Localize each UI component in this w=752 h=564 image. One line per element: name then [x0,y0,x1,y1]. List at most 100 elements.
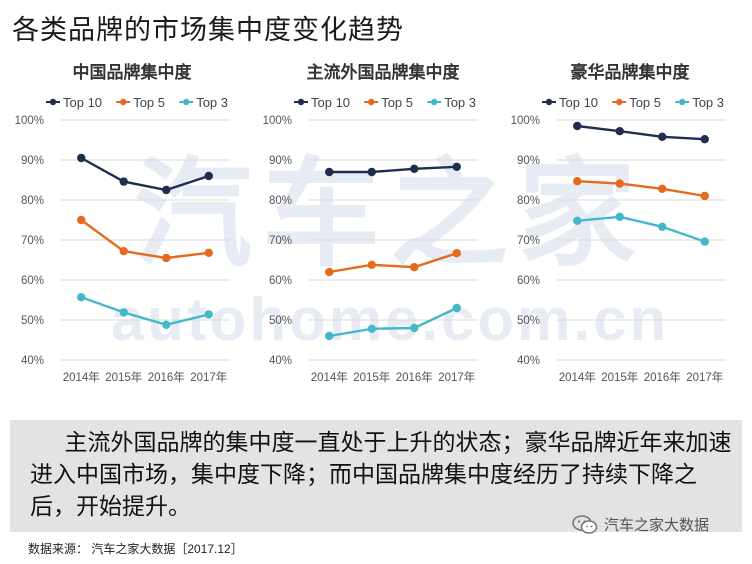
data-point-0-2-1 [119,308,128,317]
series-line-2-1 [577,180,705,198]
data-point-2-2-2 [658,222,667,231]
data-point-0-1-3 [204,248,213,257]
data-point-1-1-3 [452,249,461,258]
data-point-0-1-1 [119,247,128,256]
data-point-0-1-2 [162,253,171,263]
data-point-2-1-2 [658,184,667,193]
data-point-0-2-3 [204,310,213,319]
y-tick-0-1: 50% [21,315,44,327]
legend-label-2-0: Top 10 [559,95,598,110]
y-tick-0-2: 60% [21,275,44,287]
data-point-1-0-3 [452,162,461,171]
x-tick-1-3: 2017年 [438,370,475,384]
wechat-label: 汽车之家大数据 [604,517,710,534]
legend-marker-1-0 [297,98,305,106]
legend-marker-1-2 [431,98,438,106]
data-point-0-2-2 [162,320,171,329]
y-tick-1-3: 70% [269,235,292,247]
charts-area: 中国品牌集中度 Top 10 Top 5 Top 3 40% 50% 60% 70% 80% 90… [15,62,726,384]
data-point-1-0-2 [410,164,419,173]
x-tick-1-0: 2014年 [311,370,348,384]
legend-marker-0-1 [120,98,127,106]
legend-marker-0-0 [49,98,57,106]
y-tick-2-4: 80% [517,195,540,207]
legend-label-1-2: Top 3 [444,95,476,110]
y-tick-0-5: 90% [21,155,44,167]
data-point-2-2-3 [700,237,709,246]
x-tick-0-0: 2014年 [63,370,100,384]
data-point-1-1-0 [325,267,334,277]
data-point-1-2-2 [410,323,419,333]
legend-marker-2-1 [616,98,623,106]
series-line-1-0 [329,165,457,174]
x-tick-2-0: 2014年 [559,370,596,384]
y-tick-2-5: 90% [517,155,540,167]
data-point-1-0-0 [325,167,334,177]
legend-label-1-1: Top 5 [381,95,413,110]
legend-label-0-2: Top 3 [196,95,228,110]
series-line-2-2 [577,215,706,243]
y-tick-0-3: 70% [21,235,44,247]
y-tick-0-0: 40% [21,355,44,367]
wechat-account: 汽车之家大数据 [572,514,709,535]
legend-label-1-0: Top 10 [311,95,350,110]
data-point-0-0-1 [119,177,128,186]
y-tick-1-6: 100% [263,115,292,127]
chart-title-0: 中国品牌集中度 [73,62,193,82]
data-point-0-2-0 [77,293,86,302]
legend-marker-1-1 [368,98,375,106]
series-line-0-1 [80,219,209,260]
y-tick-1-2: 60% [269,275,292,287]
data-point-1-2-3 [452,303,461,313]
chart-title-2: 豪华品牌集中度 [571,62,691,82]
summary-text: 主流外国品牌的集中度一直处于上升的状态；豪华品牌近年来加速进入中国市场，集中度下… [30,429,732,519]
data-point-0-0-0 [77,153,86,163]
legend-marker-0-2 [183,98,190,106]
data-point-1-2-1 [367,324,376,333]
x-tick-2-1: 2015年 [601,370,638,384]
data-point-2-0-0 [573,121,582,131]
y-tick-2-2: 60% [517,275,540,287]
x-tick-1-1: 2015年 [353,370,390,384]
y-tick-1-5: 90% [269,155,292,167]
x-tick-2-2: 2016年 [644,370,681,384]
data-point-1-1-2 [410,263,419,272]
legend-marker-2-2 [679,98,686,106]
page-title: 各类品牌的市场集中度变化趋势 [12,15,404,45]
data-point-2-2-0 [573,216,582,225]
data-point-2-0-1 [615,127,624,136]
data-point-1-0-1 [367,167,376,177]
data-source: 数据来源： 汽车之家大数据［2017.12］ [28,542,243,556]
data-point-2-1-3 [700,191,709,201]
data-point-1-1-1 [367,260,376,269]
data-point-2-0-2 [658,132,667,141]
x-tick-0-2: 2016年 [148,370,185,384]
wechat-icon [572,514,598,534]
y-tick-2-0: 40% [517,355,540,367]
y-tick-2-1: 50% [517,315,540,327]
x-tick-0-1: 2015年 [105,370,142,384]
series-line-0-2 [80,296,210,327]
legend-label-0-1: Top 5 [133,95,165,110]
data-point-2-1-0 [573,177,582,186]
data-point-0-0-2 [162,185,171,195]
x-tick-1-2: 2016年 [396,370,433,384]
series-line-2-0 [577,124,705,141]
summary-box: 主流外国品牌的集中度一直处于上升的状态；豪华品牌近年来加速进入中国市场，集中度下… [10,420,742,532]
legend-marker-2-0 [545,98,553,106]
legend-label-0-0: Top 10 [63,95,102,110]
y-tick-0-6: 100% [15,115,44,127]
data-point-2-0-3 [700,135,709,144]
data-point-0-0-3 [204,171,213,181]
data-point-0-1-0 [77,215,86,225]
x-tick-0-3: 2017年 [190,370,227,384]
data-point-2-1-1 [615,179,624,188]
chart-title-1: 主流外国品牌集中度 [307,62,461,82]
y-tick-1-1: 50% [269,315,292,327]
series-line-1-1 [329,252,458,274]
y-tick-1-4: 80% [269,195,292,207]
y-tick-1-0: 40% [269,355,292,367]
legend-label-2-2: Top 3 [692,95,724,110]
series-line-0-0 [80,156,210,192]
data-point-2-2-1 [615,212,624,221]
